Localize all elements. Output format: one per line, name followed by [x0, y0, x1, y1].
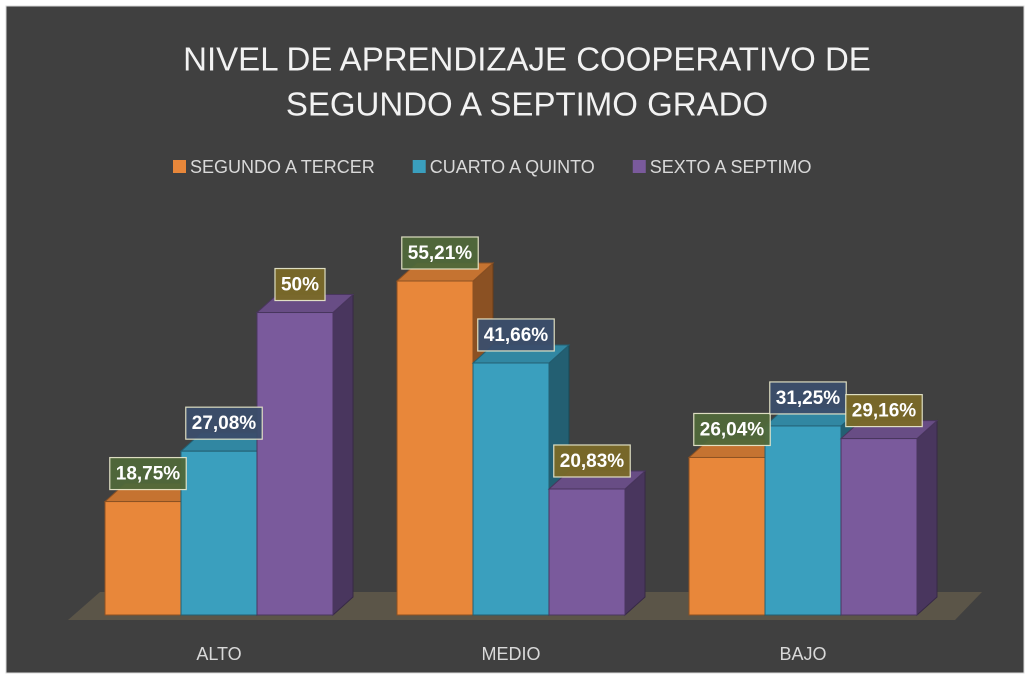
- bar: [104, 501, 182, 616]
- legend-swatch: [412, 160, 426, 173]
- bar: [396, 280, 474, 616]
- data-label: 55,21%: [408, 243, 473, 264]
- chart-title: SEGUNDO A SEPTIMO GRADO: [286, 86, 768, 123]
- bar: [472, 362, 550, 616]
- bar: [764, 425, 842, 616]
- data-label: 29,16%: [852, 401, 917, 422]
- x-tick-label: ALTO: [196, 644, 241, 664]
- bar: [256, 312, 334, 616]
- legend-swatch: [632, 160, 646, 173]
- x-tick-label: MEDIO: [481, 644, 540, 664]
- data-label-box: [693, 412, 771, 447]
- data-label-box: [845, 393, 923, 428]
- data-label: 27,08%: [192, 413, 257, 434]
- bar-side: [332, 293, 354, 617]
- data-label-box: [274, 267, 326, 302]
- data-label: 50%: [281, 275, 319, 296]
- x-tick-label: BAJO: [779, 644, 826, 664]
- data-label: 31,25%: [776, 388, 841, 409]
- bar: [180, 450, 258, 616]
- bar: [688, 456, 766, 616]
- data-label-box: [769, 381, 847, 415]
- data-label-box: [185, 406, 263, 440]
- data-label: 20,83%: [560, 451, 625, 472]
- chart-title: NIVEL DE APRENDIZAJE COOPERATIVO DE: [183, 41, 871, 78]
- data-label: 41,66%: [484, 325, 549, 346]
- bar-side: [916, 419, 938, 617]
- bar: [840, 438, 918, 616]
- data-label-box: [553, 444, 631, 478]
- legend-swatch: [173, 160, 186, 173]
- legend-label: CUARTO A QUINTO: [430, 157, 595, 177]
- bar-side: [624, 469, 646, 617]
- data-label-box: [477, 318, 555, 352]
- legend-label: SEGUNDO A TERCER: [190, 157, 375, 177]
- data-label-box: [401, 236, 479, 270]
- data-label-box: [109, 456, 187, 491]
- bar: [548, 488, 626, 616]
- data-label: 26,04%: [700, 419, 765, 440]
- data-label: 18,75%: [116, 464, 181, 485]
- legend-label: SEXTO A SEPTIMO: [650, 157, 812, 177]
